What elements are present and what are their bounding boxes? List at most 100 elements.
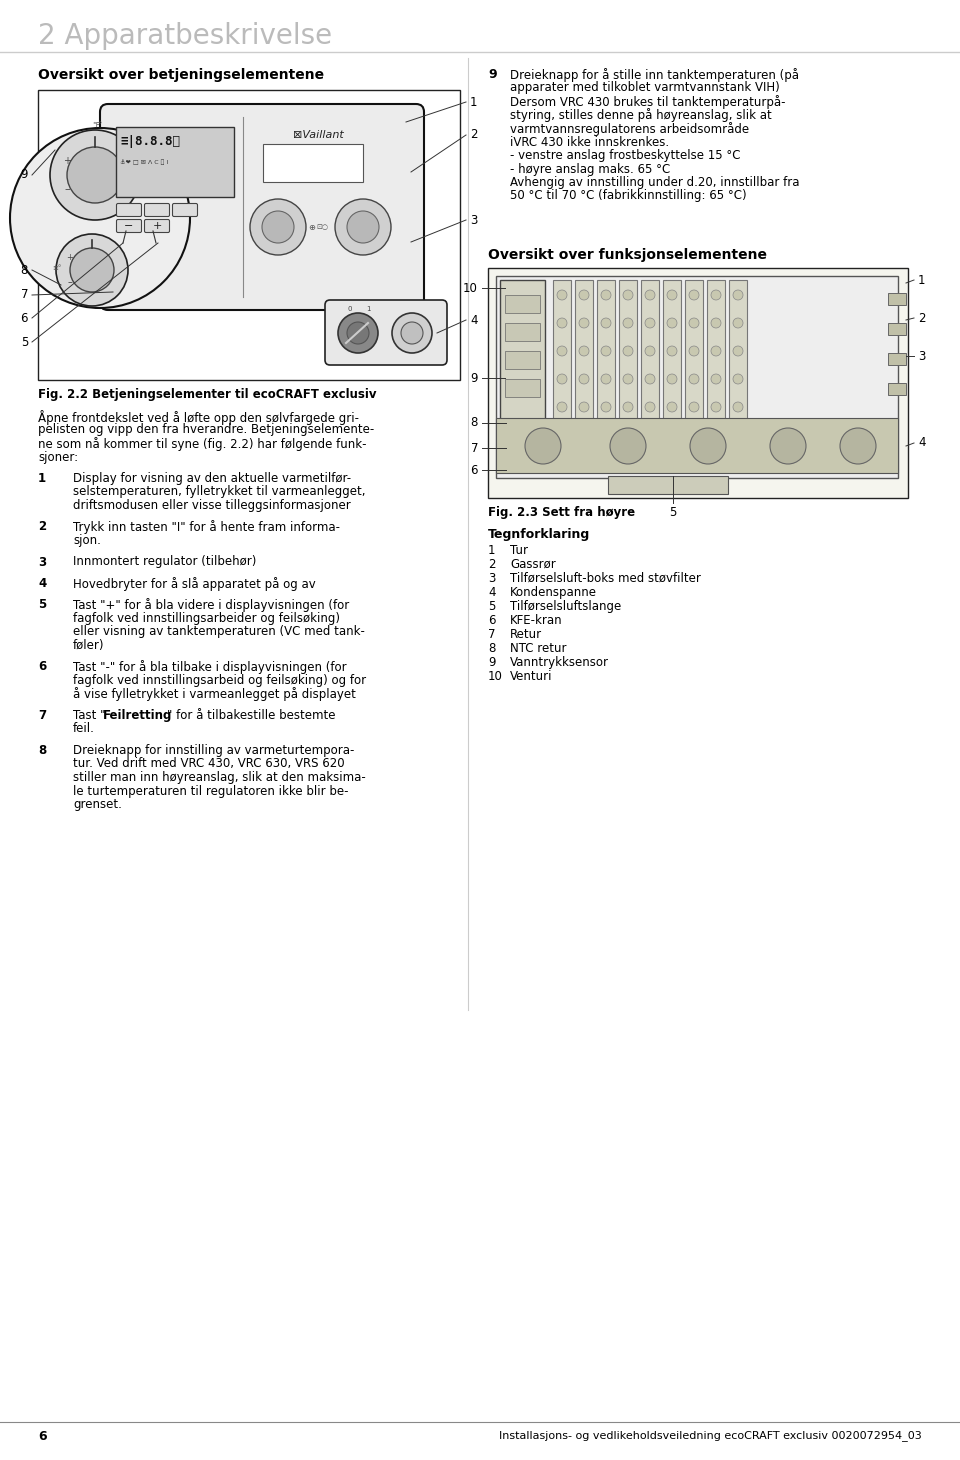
Text: 5: 5 bbox=[669, 507, 677, 518]
Bar bbox=[263, 145, 363, 182]
Text: −: − bbox=[124, 220, 133, 231]
Bar bbox=[608, 476, 728, 493]
Text: 1: 1 bbox=[470, 95, 477, 108]
Text: ⊕: ⊕ bbox=[308, 222, 315, 232]
Text: fagfolk ved innstillingsarbeider og feilsøking): fagfolk ved innstillingsarbeider og feil… bbox=[73, 612, 340, 625]
Circle shape bbox=[557, 374, 567, 384]
Text: 8: 8 bbox=[38, 745, 46, 756]
Circle shape bbox=[690, 428, 726, 464]
FancyBboxPatch shape bbox=[173, 203, 198, 216]
Circle shape bbox=[401, 323, 423, 345]
Text: Kondenspanne: Kondenspanne bbox=[510, 585, 597, 599]
Text: Tilførselsluft-boks med støvfilter: Tilførselsluft-boks med støvfilter bbox=[510, 572, 701, 585]
Circle shape bbox=[733, 402, 743, 412]
Bar bbox=[496, 418, 898, 473]
Bar bbox=[729, 280, 747, 450]
Text: Åpne frontdekslet ved å løfte opp den sølvfargede gri-: Åpne frontdekslet ved å løfte opp den sø… bbox=[38, 410, 359, 425]
Text: Venturi: Venturi bbox=[510, 670, 553, 683]
Text: 9: 9 bbox=[488, 69, 496, 80]
Circle shape bbox=[557, 291, 567, 299]
Text: 2 Apparatbeskrivelse: 2 Apparatbeskrivelse bbox=[38, 22, 332, 50]
Circle shape bbox=[689, 402, 699, 412]
Bar bbox=[553, 280, 571, 450]
Circle shape bbox=[50, 130, 140, 220]
Circle shape bbox=[579, 291, 589, 299]
Circle shape bbox=[733, 318, 743, 328]
Bar bbox=[505, 295, 540, 312]
Text: Fig. 2.3 Sett fra høyre: Fig. 2.3 Sett fra høyre bbox=[488, 507, 636, 518]
Circle shape bbox=[347, 212, 379, 242]
Circle shape bbox=[10, 128, 190, 308]
Circle shape bbox=[610, 428, 646, 464]
Bar bbox=[597, 280, 615, 450]
Text: 3: 3 bbox=[38, 555, 46, 568]
Circle shape bbox=[623, 346, 633, 356]
Text: 7: 7 bbox=[470, 441, 478, 454]
Circle shape bbox=[689, 291, 699, 299]
Circle shape bbox=[733, 291, 743, 299]
Circle shape bbox=[347, 323, 369, 345]
Circle shape bbox=[601, 291, 611, 299]
Bar bbox=[38, 91, 460, 380]
Text: 9: 9 bbox=[488, 656, 495, 669]
Circle shape bbox=[645, 346, 655, 356]
Text: Tegnforklaring: Tegnforklaring bbox=[488, 529, 590, 542]
Bar bbox=[505, 380, 540, 397]
Circle shape bbox=[623, 291, 633, 299]
Bar bbox=[888, 383, 906, 396]
Circle shape bbox=[56, 234, 128, 307]
Circle shape bbox=[711, 291, 721, 299]
Bar bbox=[888, 353, 906, 365]
Bar bbox=[496, 276, 898, 477]
Text: 8: 8 bbox=[488, 642, 495, 656]
Circle shape bbox=[667, 291, 677, 299]
Text: 8: 8 bbox=[470, 416, 478, 429]
Text: Installasjons- og vedlikeholdsveiledning ecoCRAFT exclusiv 0020072954_03: Installasjons- og vedlikeholdsveiledning… bbox=[499, 1429, 922, 1441]
Circle shape bbox=[579, 402, 589, 412]
Text: ⊡○: ⊡○ bbox=[316, 223, 328, 231]
Circle shape bbox=[667, 402, 677, 412]
FancyBboxPatch shape bbox=[116, 203, 141, 216]
Bar bbox=[488, 269, 908, 498]
Text: å vise fylletrykket i varmeanlegget på displayet: å vise fylletrykket i varmeanlegget på d… bbox=[73, 688, 356, 701]
Text: le turtemperaturen til regulatoren ikke blir be-: le turtemperaturen til regulatoren ikke … bbox=[73, 784, 348, 797]
Circle shape bbox=[557, 346, 567, 356]
Circle shape bbox=[689, 346, 699, 356]
Text: 6: 6 bbox=[470, 463, 478, 476]
Text: 9: 9 bbox=[470, 371, 478, 384]
Text: Tast "+" for å bla videre i displayvisningen (for: Tast "+" for å bla videre i displayvisni… bbox=[73, 599, 349, 612]
Text: sjon.: sjon. bbox=[73, 534, 101, 548]
FancyBboxPatch shape bbox=[145, 203, 170, 216]
Text: grenset.: grenset. bbox=[73, 799, 122, 810]
Text: 5: 5 bbox=[488, 600, 495, 613]
Text: Dreieknapp for innstilling av varmeturtempora-: Dreieknapp for innstilling av varmeturte… bbox=[73, 745, 354, 756]
Circle shape bbox=[392, 312, 432, 353]
Circle shape bbox=[667, 346, 677, 356]
Circle shape bbox=[579, 374, 589, 384]
Text: Vanntrykksensor: Vanntrykksensor bbox=[510, 656, 609, 669]
Circle shape bbox=[689, 374, 699, 384]
Text: styring, stilles denne på høyreanslag, slik at: styring, stilles denne på høyreanslag, s… bbox=[510, 108, 772, 123]
Text: +: + bbox=[63, 156, 71, 166]
Circle shape bbox=[262, 212, 294, 242]
Text: 4: 4 bbox=[918, 437, 925, 450]
Text: 4: 4 bbox=[488, 585, 495, 599]
Text: Retur: Retur bbox=[510, 628, 542, 641]
Text: Feilretting: Feilretting bbox=[103, 710, 173, 723]
Text: Trykk inn tasten "I" for å hente fram informa-: Trykk inn tasten "I" for å hente fram in… bbox=[73, 521, 340, 534]
Text: 2: 2 bbox=[918, 311, 925, 324]
Circle shape bbox=[733, 374, 743, 384]
Text: 2: 2 bbox=[470, 128, 477, 142]
Bar bbox=[619, 280, 637, 450]
Text: 9: 9 bbox=[20, 168, 28, 181]
Circle shape bbox=[711, 402, 721, 412]
Text: selstemperaturen, fylletrykket til varmeanlegget,: selstemperaturen, fylletrykket til varme… bbox=[73, 486, 366, 498]
Text: ℉°: ℉° bbox=[92, 123, 102, 128]
Text: ≡|8.8.8ᴜ: ≡|8.8.8ᴜ bbox=[120, 134, 180, 147]
Circle shape bbox=[667, 374, 677, 384]
Bar bbox=[505, 350, 540, 369]
Text: 7: 7 bbox=[488, 628, 495, 641]
Text: ≡°: ≡° bbox=[52, 266, 61, 272]
Text: ⚓❤ □ ✉ Λ C ⒪ I: ⚓❤ □ ✉ Λ C ⒪ I bbox=[120, 159, 168, 165]
Circle shape bbox=[338, 312, 378, 353]
